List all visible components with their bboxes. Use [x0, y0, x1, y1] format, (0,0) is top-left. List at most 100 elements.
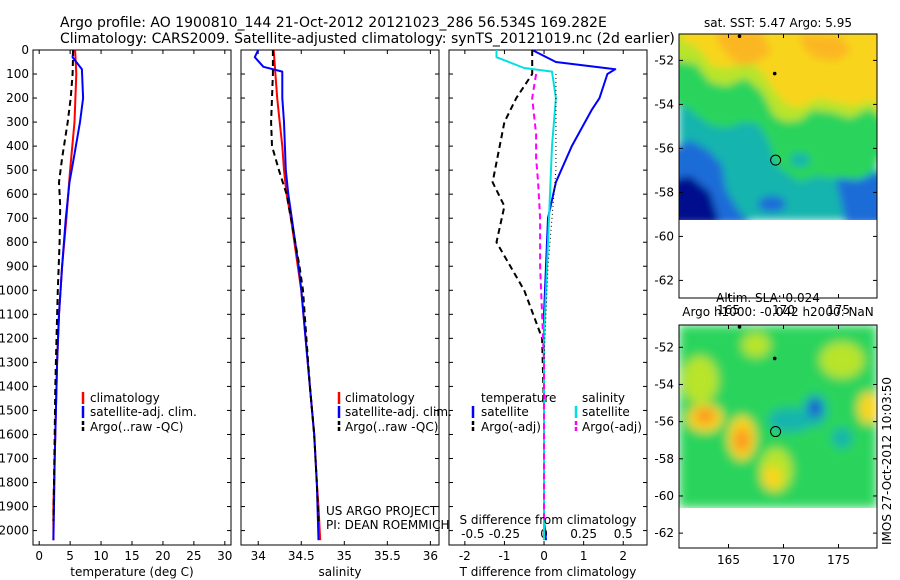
y-tick-label: -58: [654, 452, 674, 466]
y-tick-label: -60: [654, 229, 674, 243]
x-tick-label: -1: [498, 549, 510, 563]
y-tick-label: 900: [6, 259, 29, 273]
temperature-legend: climatology satellite-adj. clim. Argo(..…: [81, 391, 197, 434]
difference-axes: [448, 49, 648, 546]
legend-label-temp-argo: Argo(-adj): [481, 420, 541, 434]
y-tick-label: 1800: [0, 476, 29, 490]
series-line: [270, 50, 320, 522]
temperature-plot: 0100200300400500600700800900100011001200…: [0, 43, 232, 563]
x-tick-label: 165: [717, 553, 740, 567]
y-tick-label: 1300: [0, 355, 29, 369]
salinity-plot: 34 34.5 35 35.5 36: [241, 49, 439, 563]
x-tick-label: 10: [93, 549, 108, 563]
series-line: [531, 73, 545, 521]
argo-position-marker: [770, 154, 782, 166]
sla-map-title: Altim. SLA: 0.024: [716, 291, 820, 305]
series-line: [491, 50, 545, 521]
series-line: [543, 74, 557, 363]
x-tick-label: 35: [337, 549, 352, 563]
y-tick-label: 200: [6, 91, 29, 105]
y-tick-label: -58: [654, 185, 674, 199]
y-tick-label: 800: [6, 235, 29, 249]
sla-map-subtitle: Argo h1000: -0.042 h2000: NaN: [682, 305, 874, 319]
y-tick-label: -54: [654, 97, 674, 111]
y-tick-label: -52: [654, 340, 674, 354]
legend-header-temperature: temperature: [481, 391, 556, 405]
s-tick-label: -0.5: [461, 527, 484, 541]
figure-title-line1: Argo profile: AO 1900810_144 21-Oct-2012…: [60, 15, 607, 31]
pi-label: PI: DEAN ROEMMICH: [326, 518, 449, 532]
y-tick-label: 1700: [0, 451, 29, 465]
temperature-axes: [32, 49, 232, 546]
temperature-xlabel: temperature (deg C): [70, 565, 193, 579]
y-tick-label: 1600: [0, 427, 29, 441]
s-tick-label: 0.25: [570, 527, 597, 541]
difference-xlabel: T difference from climatology: [459, 565, 637, 579]
sla-heatmap: [679, 325, 877, 508]
x-tick-label: 5: [66, 549, 74, 563]
y-tick-label: 1500: [0, 403, 29, 417]
y-tick-label: 600: [6, 187, 29, 201]
legend-label-satellite: satellite-adj. clim.: [90, 405, 197, 419]
sla-map-ticks: 165 170 175 -52 -54 -56 -58 -60 -62: [654, 325, 877, 567]
legend-header-salinity: salinity: [582, 391, 625, 405]
argo-position-marker: [770, 426, 782, 438]
sst-map-title: sat. SST: 5.47 Argo: 5.95: [704, 16, 852, 30]
s-tick-label: 0.5: [614, 527, 633, 541]
x-tick-label: 2: [619, 549, 627, 563]
series-line: [52, 49, 75, 522]
x-tick-label: 1: [580, 549, 588, 563]
y-tick-label: -56: [654, 141, 674, 155]
y-tick-label: -52: [654, 53, 674, 67]
x-tick-label: 34: [251, 549, 266, 563]
y-tick-label: 1900: [0, 500, 29, 514]
difference-top-xlabel: S difference from climatology: [460, 513, 637, 527]
y-tick-label: -62: [654, 526, 674, 540]
x-tick-label: 165: [717, 303, 740, 317]
y-tick-label: 1400: [0, 379, 29, 393]
x-tick-label: 36: [423, 549, 438, 563]
legend-label-sal-argo: Argo(-adj): [582, 420, 642, 434]
float-track-dot: [772, 71, 777, 76]
y-tick-label: 400: [6, 139, 29, 153]
y-tick-label: -56: [654, 415, 674, 429]
x-tick-label: 0: [35, 549, 43, 563]
legend-label-argo: Argo(..raw -QC): [345, 420, 438, 434]
legend-label-sal-satellite: satellite: [582, 405, 630, 419]
y-tick-label: -54: [654, 377, 674, 391]
x-tick-label: 15: [124, 549, 139, 563]
float-track-dot: [737, 325, 742, 329]
x-tick-label: 170: [772, 303, 795, 317]
series-line: [495, 50, 557, 541]
y-tick-label: -60: [654, 489, 674, 503]
series-line: [253, 49, 320, 541]
legend-label-climatology: climatology: [345, 391, 415, 405]
s-tick-label: -0.25: [489, 527, 520, 541]
series-line: [272, 49, 322, 541]
y-tick-label: 1000: [0, 283, 29, 297]
y-tick-label: 2000: [0, 524, 29, 538]
x-tick-label: 20: [155, 549, 170, 563]
x-tick-label: -2: [459, 549, 471, 563]
y-tick-label: 300: [6, 115, 29, 129]
x-tick-label: 25: [186, 549, 201, 563]
series-line: [52, 49, 78, 541]
salinity-axes: [240, 49, 440, 546]
x-tick-label: 175: [827, 303, 850, 317]
y-tick-label: 1200: [0, 331, 29, 345]
sst-heatmap: [679, 34, 877, 220]
x-tick-label: 170: [772, 553, 795, 567]
y-tick-label: 700: [6, 211, 29, 225]
float-track-dot: [772, 356, 777, 361]
sst-map-axes: [678, 33, 878, 299]
legend-label-argo: Argo(..raw -QC): [90, 420, 183, 434]
x-tick-label: 175: [827, 553, 850, 567]
salinity-xlabel: salinity: [318, 565, 361, 579]
legend-label-satellite: satellite-adj. clim.: [345, 405, 452, 419]
x-tick-label: 0: [540, 549, 548, 563]
legend-label-temp-satellite: satellite: [481, 405, 529, 419]
x-tick-label: 35.5: [374, 549, 401, 563]
float-track-dot: [737, 34, 742, 38]
figure-title-line2: Climatology: CARS2009. Satellite-adjuste…: [60, 31, 675, 47]
